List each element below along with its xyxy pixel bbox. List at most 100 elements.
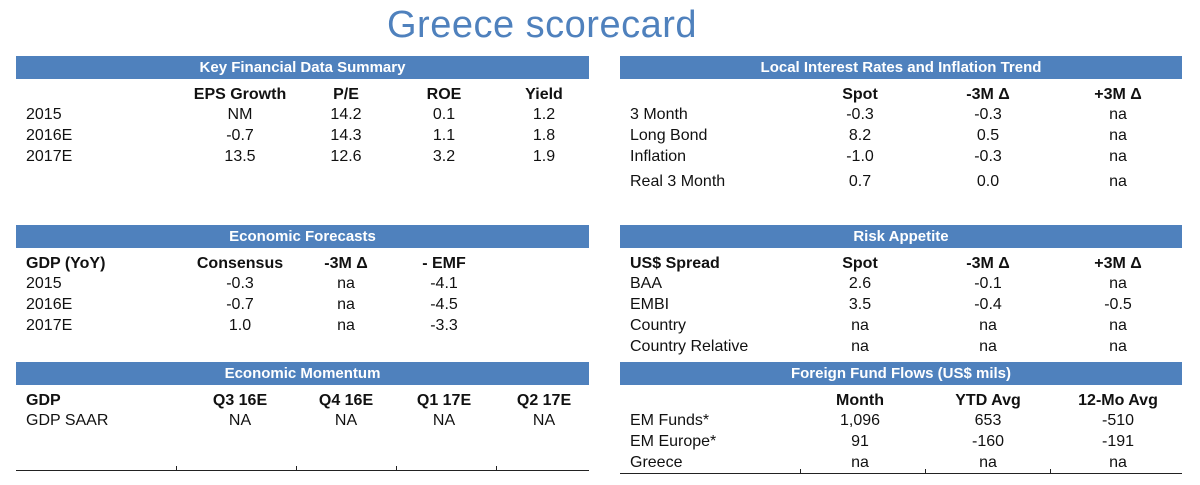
table-cell: -0.3: [974, 106, 1002, 123]
column-header: Q2 17E: [516, 392, 572, 409]
table-cell: -0.3: [974, 148, 1002, 165]
table-row: EMBI 3.5 -0.4 -0.5: [620, 294, 1182, 315]
table-cell: 1.2: [532, 106, 556, 123]
table-cell: NA: [228, 412, 252, 429]
table-cell: -3.3: [430, 317, 458, 334]
row-label: Country: [630, 317, 687, 334]
column-header: EPS Growth: [193, 86, 287, 103]
row-label: 2016E: [26, 296, 73, 313]
table-cell: na: [1109, 275, 1127, 292]
column-header: +3M Δ: [1094, 86, 1142, 103]
table-header-row: GDP Q3 16E Q4 16E Q1 17E Q2 17E: [16, 390, 589, 411]
column-header: -3M Δ: [324, 255, 368, 272]
page-title: Greece scorecard: [386, 4, 697, 46]
table-cell: 0.1: [432, 106, 456, 123]
row-label: 3 Month: [630, 106, 688, 123]
column-tick: [296, 466, 297, 471]
panel-key-financial-data: Key Financial Data Summary EPS Growth P/…: [16, 56, 589, 176]
table-cell: -510: [1101, 412, 1135, 429]
row-label: 2015: [26, 106, 62, 123]
table-row: Inflation -1.0 -0.3 na: [620, 146, 1182, 167]
column-header: Q1 17E: [416, 392, 472, 409]
table-cell: 13.5: [224, 148, 256, 165]
table-row: Greece na na na: [620, 452, 1182, 473]
panel-title: Risk Appetite: [620, 225, 1182, 248]
table-cell: 8.2: [848, 127, 872, 144]
table-header-row: Month YTD Avg 12-Mo Avg: [620, 390, 1182, 411]
table-cell: -191: [1101, 433, 1135, 450]
row-label: 2015: [26, 275, 62, 292]
table-cell: 12.6: [330, 148, 362, 165]
panel-title: Economic Forecasts: [16, 225, 589, 248]
table-cell: na: [851, 317, 869, 334]
column-tick: [496, 466, 497, 471]
table-cell: -0.7: [226, 127, 254, 144]
column-header: US$ Spread: [630, 255, 720, 272]
table-cell: 1.1: [432, 127, 456, 144]
table-row: 2016E -0.7 14.3 1.1 1.8: [16, 125, 589, 146]
row-label: Long Bond: [630, 127, 708, 144]
table-cell: na: [1109, 173, 1127, 190]
table-row: EM Funds* 1,096 653 -510: [620, 410, 1182, 431]
table-row: EM Europe* 91 -160 -191: [620, 431, 1182, 452]
panel-title: Foreign Fund Flows (US$ mils): [620, 362, 1182, 385]
table-cell: 0.7: [848, 173, 872, 190]
table-cell: -0.7: [226, 296, 254, 313]
table-cell: 2.6: [848, 275, 872, 292]
table-bottom-border: [620, 473, 1182, 474]
column-tick: [176, 466, 177, 471]
table-row: 2017E 1.0 na -3.3: [16, 315, 589, 336]
table-cell: na: [1109, 317, 1127, 334]
table-cell: -4.1: [430, 275, 458, 292]
table-cell: -1.0: [846, 148, 874, 165]
table-cell: 0.5: [976, 127, 1000, 144]
column-tick: [396, 466, 397, 471]
column-header: GDP: [26, 392, 61, 409]
table-row: 2015 -0.3 na -4.1: [16, 273, 589, 294]
table-cell: -0.3: [846, 106, 874, 123]
panel-local-interest-rates: Local Interest Rates and Inflation Trend…: [620, 56, 1182, 196]
column-header: ROE: [426, 86, 462, 103]
column-header: - EMF: [422, 255, 466, 272]
table-header-row: US$ Spread Spot -3M Δ +3M Δ: [620, 253, 1182, 274]
column-header: -3M Δ: [966, 86, 1010, 103]
table-header-row: GDP (YoY) Consensus -3M Δ - EMF: [16, 253, 589, 274]
column-tick: [1050, 469, 1051, 474]
row-label: Inflation: [630, 148, 687, 165]
row-label: 2017E: [26, 317, 73, 334]
table-cell: -0.5: [1104, 296, 1132, 313]
table-cell: 653: [974, 412, 1002, 429]
column-header: Spot: [842, 255, 878, 272]
column-header: -3M Δ: [966, 255, 1010, 272]
table-cell: na: [1109, 148, 1127, 165]
table-row: 2017E 13.5 12.6 3.2 1.9: [16, 146, 589, 167]
column-header: Q4 16E: [318, 392, 374, 409]
row-label: Country Relative: [630, 338, 749, 355]
table-cell: 14.2: [330, 106, 362, 123]
table-row: Real 3 Month 0.7 0.0 na: [620, 171, 1182, 192]
table-cell: 3.5: [848, 296, 872, 313]
column-header: Yield: [525, 86, 563, 103]
column-header: Month: [836, 392, 884, 409]
panel-economic-forecasts: Economic Forecasts GDP (YoY) Consensus -…: [16, 225, 589, 340]
table-cell: na: [337, 275, 355, 292]
table-cell: NA: [432, 412, 456, 429]
column-header: GDP (YoY): [26, 255, 106, 272]
panel-foreign-fund-flows: Foreign Fund Flows (US$ mils) Month YTD …: [620, 362, 1182, 477]
table-cell: 1.8: [532, 127, 556, 144]
table-cell: na: [1109, 127, 1127, 144]
table-cell: 0.0: [976, 173, 1000, 190]
column-header: 12-Mo Avg: [1078, 392, 1158, 409]
table-cell: na: [979, 454, 997, 471]
table-row: 2016E -0.7 na -4.5: [16, 294, 589, 315]
panel-title: Economic Momentum: [16, 362, 589, 385]
row-label: Real 3 Month: [630, 173, 726, 190]
column-tick: [925, 469, 926, 474]
table-cell: 1,096: [839, 412, 881, 429]
row-label: EM Funds*: [630, 412, 710, 429]
table-cell: na: [1109, 106, 1127, 123]
table-row: GDP SAAR NA NA NA NA: [16, 410, 589, 431]
row-label: Greece: [630, 454, 683, 471]
table-cell: NM: [227, 106, 253, 123]
panel-title: Local Interest Rates and Inflation Trend: [620, 56, 1182, 79]
